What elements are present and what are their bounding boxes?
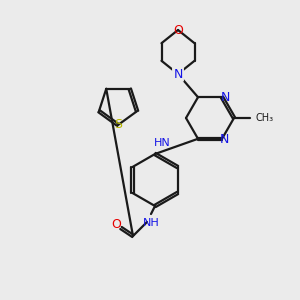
Text: CH₃: CH₃ xyxy=(256,113,274,123)
Text: S: S xyxy=(114,118,122,131)
Text: O: O xyxy=(111,218,121,232)
Text: O: O xyxy=(173,23,183,37)
Text: NH: NH xyxy=(142,218,159,228)
Text: N: N xyxy=(173,68,183,80)
Text: N: N xyxy=(219,133,229,146)
Text: N: N xyxy=(220,91,230,104)
Text: HN: HN xyxy=(154,138,170,148)
